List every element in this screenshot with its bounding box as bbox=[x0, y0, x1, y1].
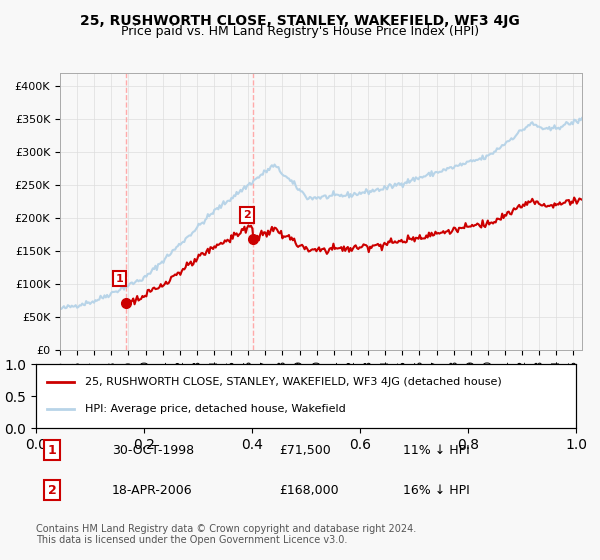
Text: 25, RUSHWORTH CLOSE, STANLEY, WAKEFIELD, WF3 4JG (detached house): 25, RUSHWORTH CLOSE, STANLEY, WAKEFIELD,… bbox=[85, 377, 502, 387]
Text: 1: 1 bbox=[115, 274, 123, 284]
Text: 25, RUSHWORTH CLOSE, STANLEY, WAKEFIELD, WF3 4JG: 25, RUSHWORTH CLOSE, STANLEY, WAKEFIELD,… bbox=[80, 14, 520, 28]
Text: HPI: Average price, detached house, Wakefield: HPI: Average price, detached house, Wake… bbox=[85, 404, 346, 414]
Text: £168,000: £168,000 bbox=[279, 484, 338, 497]
Text: Contains HM Land Registry data © Crown copyright and database right 2024.
This d: Contains HM Land Registry data © Crown c… bbox=[36, 524, 416, 545]
Text: 11% ↓ HPI: 11% ↓ HPI bbox=[403, 444, 470, 456]
Text: 30-OCT-1998: 30-OCT-1998 bbox=[112, 444, 194, 456]
Text: 2: 2 bbox=[48, 484, 56, 497]
Text: 18-APR-2006: 18-APR-2006 bbox=[112, 484, 192, 497]
Text: £71,500: £71,500 bbox=[279, 444, 331, 456]
Text: 2: 2 bbox=[243, 210, 251, 220]
Text: 16% ↓ HPI: 16% ↓ HPI bbox=[403, 484, 470, 497]
Text: 1: 1 bbox=[48, 444, 56, 456]
Text: Price paid vs. HM Land Registry's House Price Index (HPI): Price paid vs. HM Land Registry's House … bbox=[121, 25, 479, 38]
